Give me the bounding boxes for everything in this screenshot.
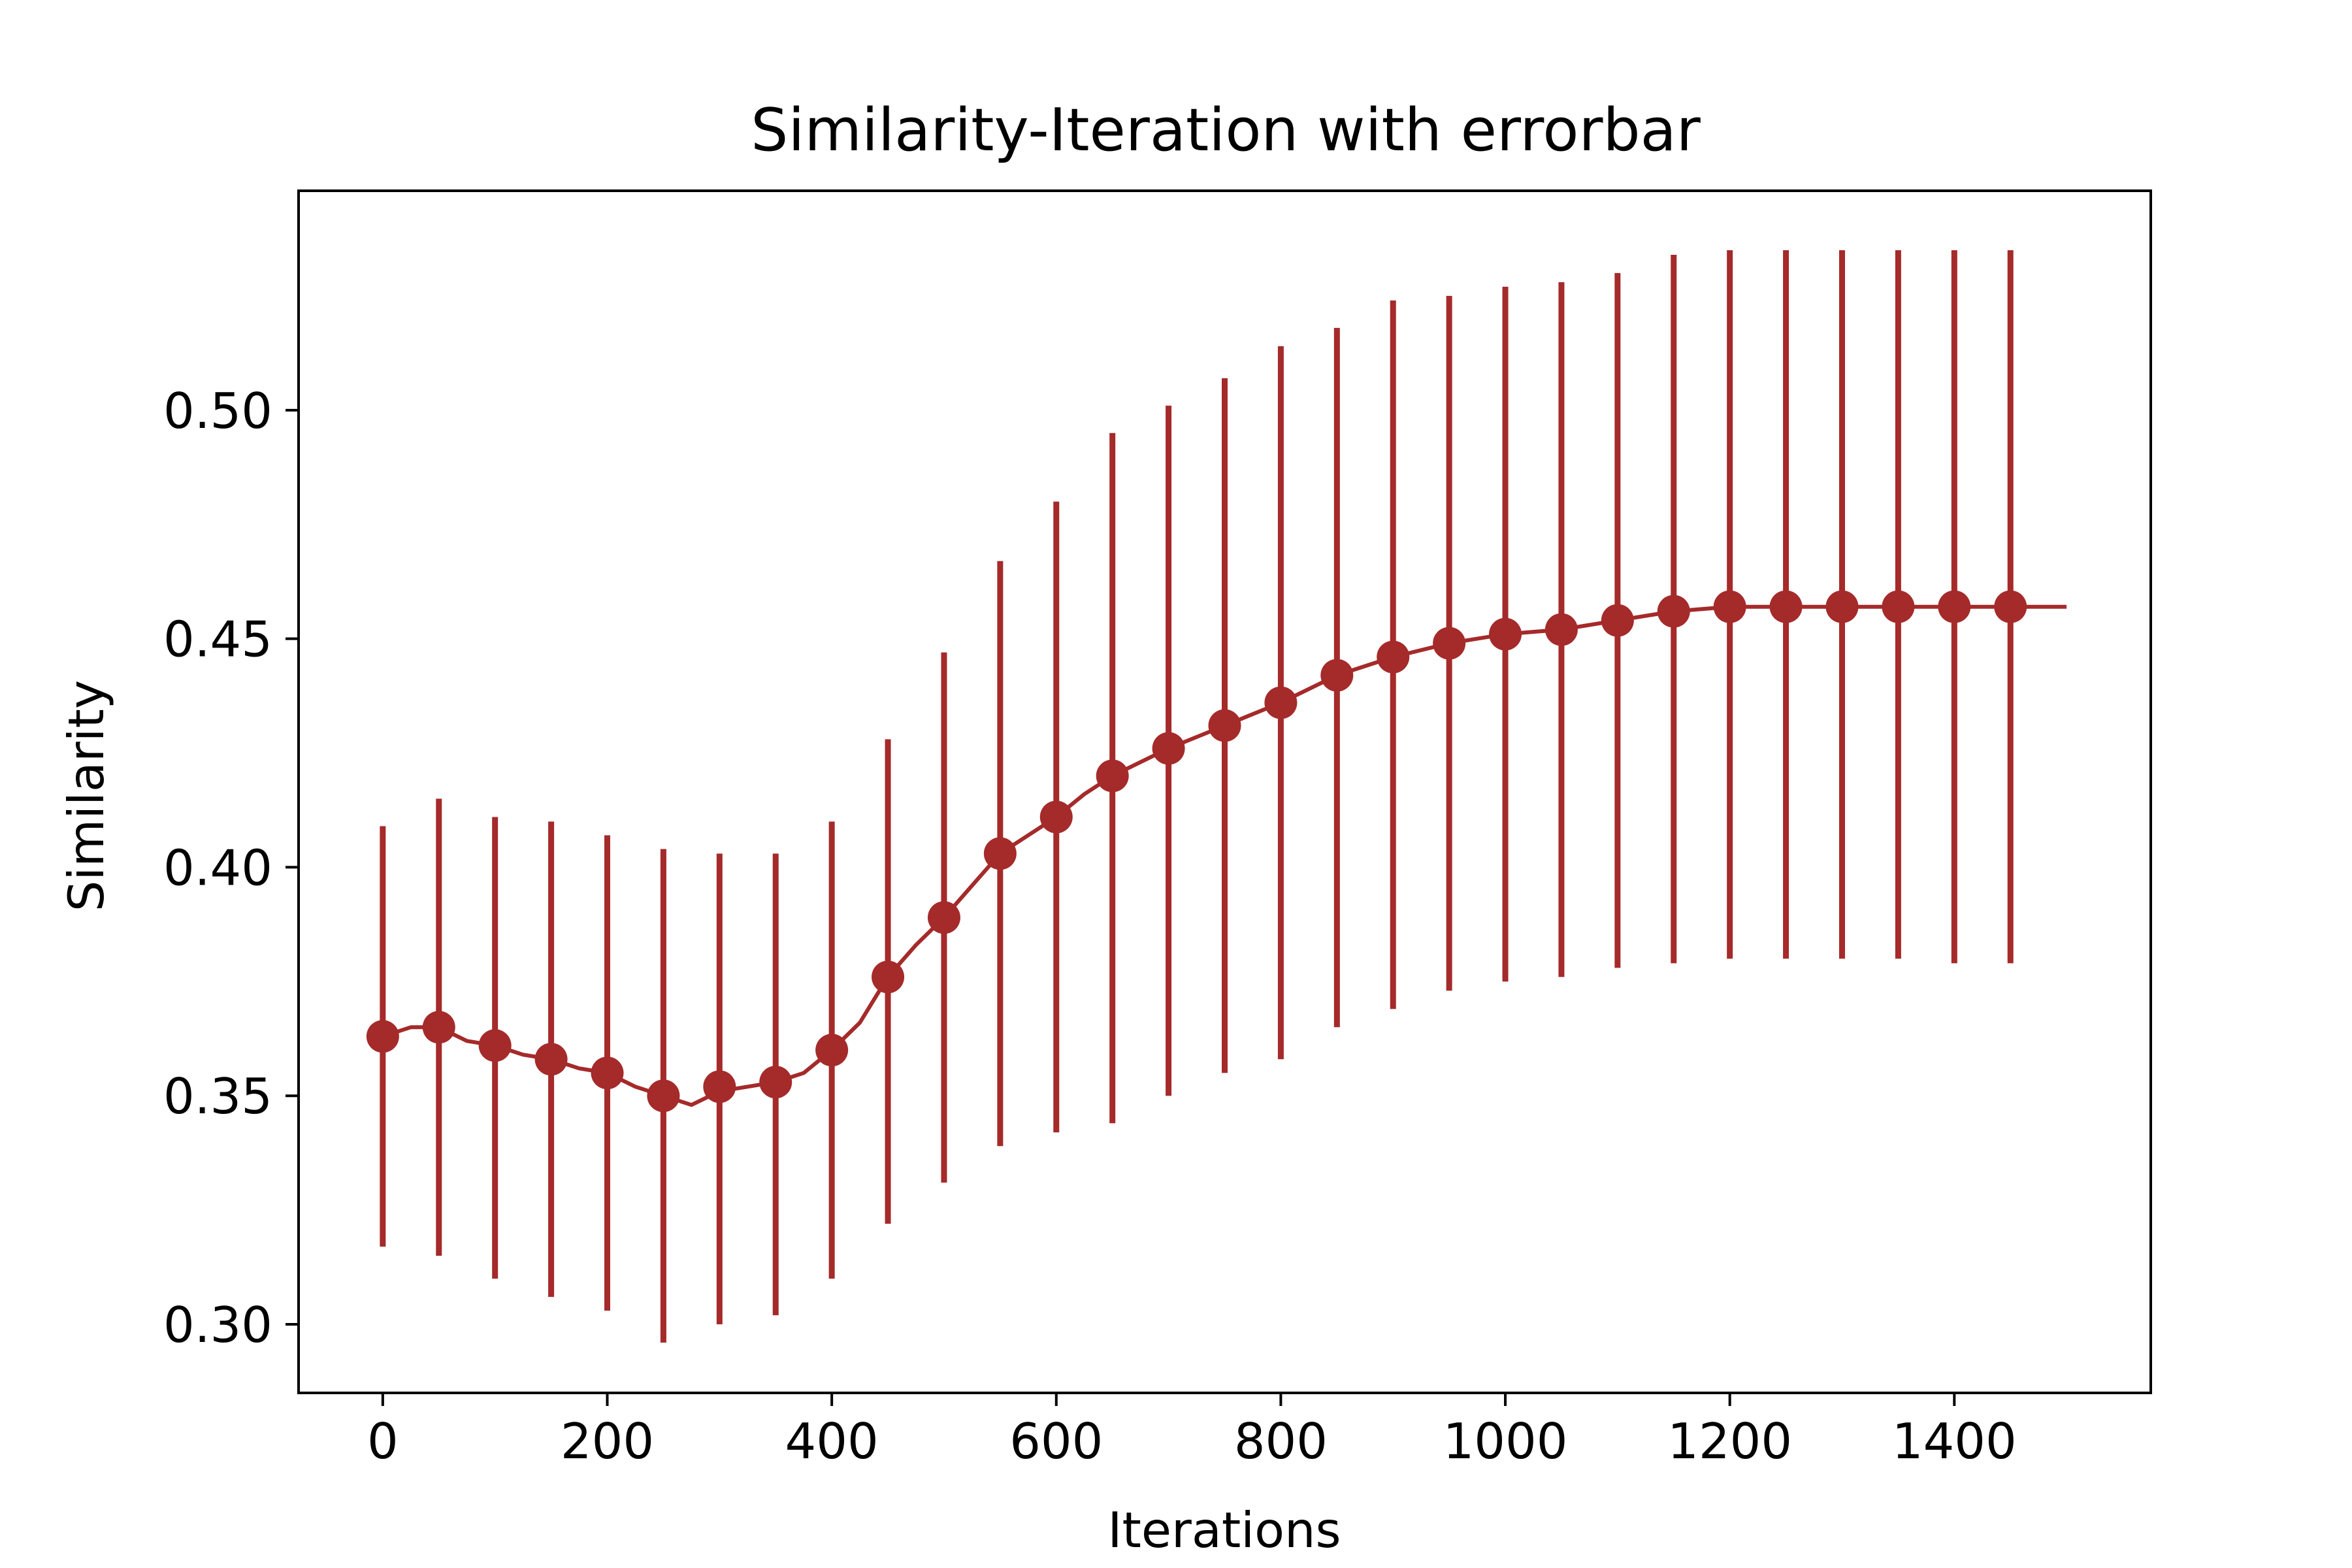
data-point bbox=[815, 1034, 849, 1067]
data-point bbox=[1713, 590, 1746, 623]
data-point bbox=[1825, 590, 1859, 623]
data-point bbox=[1489, 617, 1522, 651]
data-point bbox=[591, 1056, 624, 1090]
data-point bbox=[1039, 800, 1073, 834]
y-axis-title: Similarity bbox=[57, 680, 115, 912]
data-point bbox=[1601, 604, 1634, 637]
y-tick-label: 0.45 bbox=[163, 611, 272, 668]
data-point bbox=[534, 1043, 568, 1076]
data-point bbox=[927, 901, 960, 934]
y-tick-label: 0.30 bbox=[163, 1296, 272, 1354]
data-point bbox=[1320, 659, 1354, 692]
data-point bbox=[366, 1020, 399, 1053]
data-point bbox=[703, 1070, 736, 1103]
x-axis: 0 200 400 600 800 1000 1200 1400 bbox=[367, 1393, 2017, 1470]
data-point bbox=[478, 1029, 512, 1062]
x-tick-label: 1400 bbox=[1892, 1413, 2017, 1470]
y-axis: 0.30 0.35 0.40 0.45 0.50 bbox=[163, 382, 299, 1354]
x-tick-label: 1000 bbox=[1443, 1413, 1568, 1470]
y-tick-label: 0.40 bbox=[163, 839, 272, 896]
plot-area bbox=[366, 250, 2067, 1343]
data-point bbox=[1096, 759, 1129, 792]
data-point bbox=[759, 1066, 792, 1099]
data-point bbox=[1994, 590, 2027, 623]
data-point bbox=[1882, 590, 1915, 623]
data-point bbox=[1938, 590, 1971, 623]
data-point bbox=[1208, 709, 1241, 742]
x-tick-label: 800 bbox=[1234, 1413, 1328, 1470]
data-point bbox=[983, 837, 1017, 870]
x-axis-title: Iterations bbox=[1107, 1501, 1341, 1559]
data-point bbox=[1264, 686, 1298, 719]
data-point bbox=[1152, 732, 1185, 765]
data-point bbox=[647, 1079, 680, 1113]
y-tick-label: 0.50 bbox=[163, 382, 272, 440]
x-tick-label: 1200 bbox=[1667, 1413, 1792, 1470]
data-point bbox=[1433, 627, 1466, 660]
data-point bbox=[1544, 613, 1578, 646]
data-point bbox=[1377, 640, 1410, 674]
chart-title: Similarity-Iteration with errorbar bbox=[751, 96, 1701, 165]
data-point bbox=[422, 1011, 455, 1044]
data-point bbox=[872, 960, 905, 994]
plot-frame bbox=[297, 189, 2152, 1394]
x-tick-label: 0 bbox=[367, 1413, 399, 1470]
y-tick-label: 0.35 bbox=[163, 1068, 272, 1125]
x-tick-label: 200 bbox=[561, 1413, 654, 1470]
x-tick-label: 600 bbox=[1009, 1413, 1103, 1470]
data-point bbox=[1657, 595, 1690, 628]
x-tick-label: 400 bbox=[785, 1413, 879, 1470]
data-point bbox=[1769, 590, 1803, 623]
